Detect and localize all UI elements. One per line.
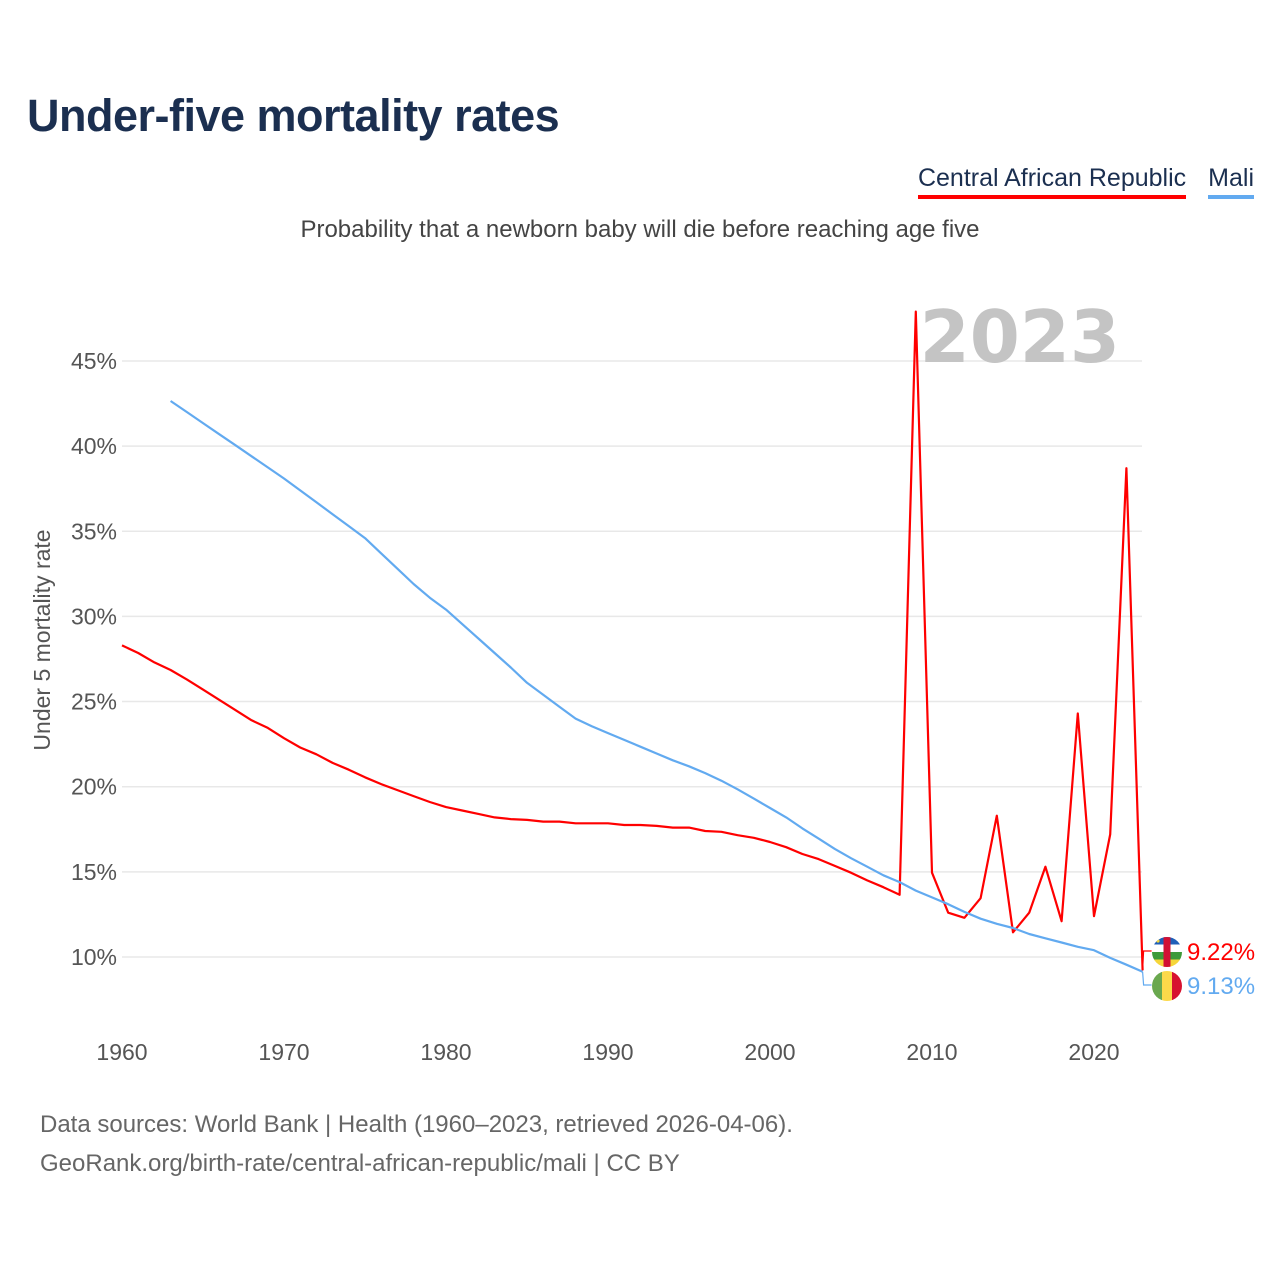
x-tick-label: 1990: [582, 1039, 633, 1065]
y-tick-label: 30%: [71, 603, 117, 629]
chart-title: Under-five mortality rates: [27, 90, 560, 141]
y-tick-label: 20%: [71, 774, 117, 800]
x-tick-label: 1980: [420, 1039, 471, 1065]
legend: Central African Republic Mali: [917, 164, 1254, 199]
x-tick-label: 2010: [906, 1039, 957, 1065]
year-watermark: 2023: [920, 295, 1120, 379]
end-value-label: 9.13%: [1187, 973, 1255, 1000]
y-tick-label: 35%: [71, 518, 117, 544]
chart-subtitle: Probability that a newborn baby will die…: [300, 216, 980, 243]
y-tick-label: 25%: [71, 689, 117, 715]
y-tick-label: 15%: [71, 859, 117, 885]
y-tick-label: 45%: [71, 348, 117, 374]
series-line-central-african-republic: [121, 310, 1144, 971]
source-line-1: Data sources: World Bank | Health (1960–…: [40, 1111, 793, 1138]
central-african-republic-flag-icon: [1152, 937, 1182, 967]
legend-item-central-african-republic[interactable]: Central African Republic: [917, 164, 1187, 199]
end-value-label: 9.22%: [1187, 939, 1255, 966]
source-line-2[interactable]: GeoRank.org/birth-rate/central-african-r…: [40, 1150, 680, 1177]
x-tick-label: 2020: [1068, 1039, 1119, 1065]
source-note: Data sources: World Bank | Health (1960–…: [40, 1105, 793, 1183]
x-tick-label: 2000: [744, 1039, 795, 1065]
series-line-mali: [169, 400, 1144, 973]
y-tick-label: 40%: [71, 433, 117, 459]
x-tick-label: 1960: [96, 1039, 147, 1065]
label-connector: [1142, 950, 1152, 971]
legend-item-mali[interactable]: Mali: [1208, 164, 1254, 199]
y-axis-label: Under 5 mortality rate: [29, 529, 55, 750]
mali-flag-icon: [1152, 971, 1182, 1001]
y-tick-label: 10%: [71, 944, 117, 970]
label-connector: [1142, 971, 1152, 986]
x-tick-label: 1970: [258, 1039, 309, 1065]
